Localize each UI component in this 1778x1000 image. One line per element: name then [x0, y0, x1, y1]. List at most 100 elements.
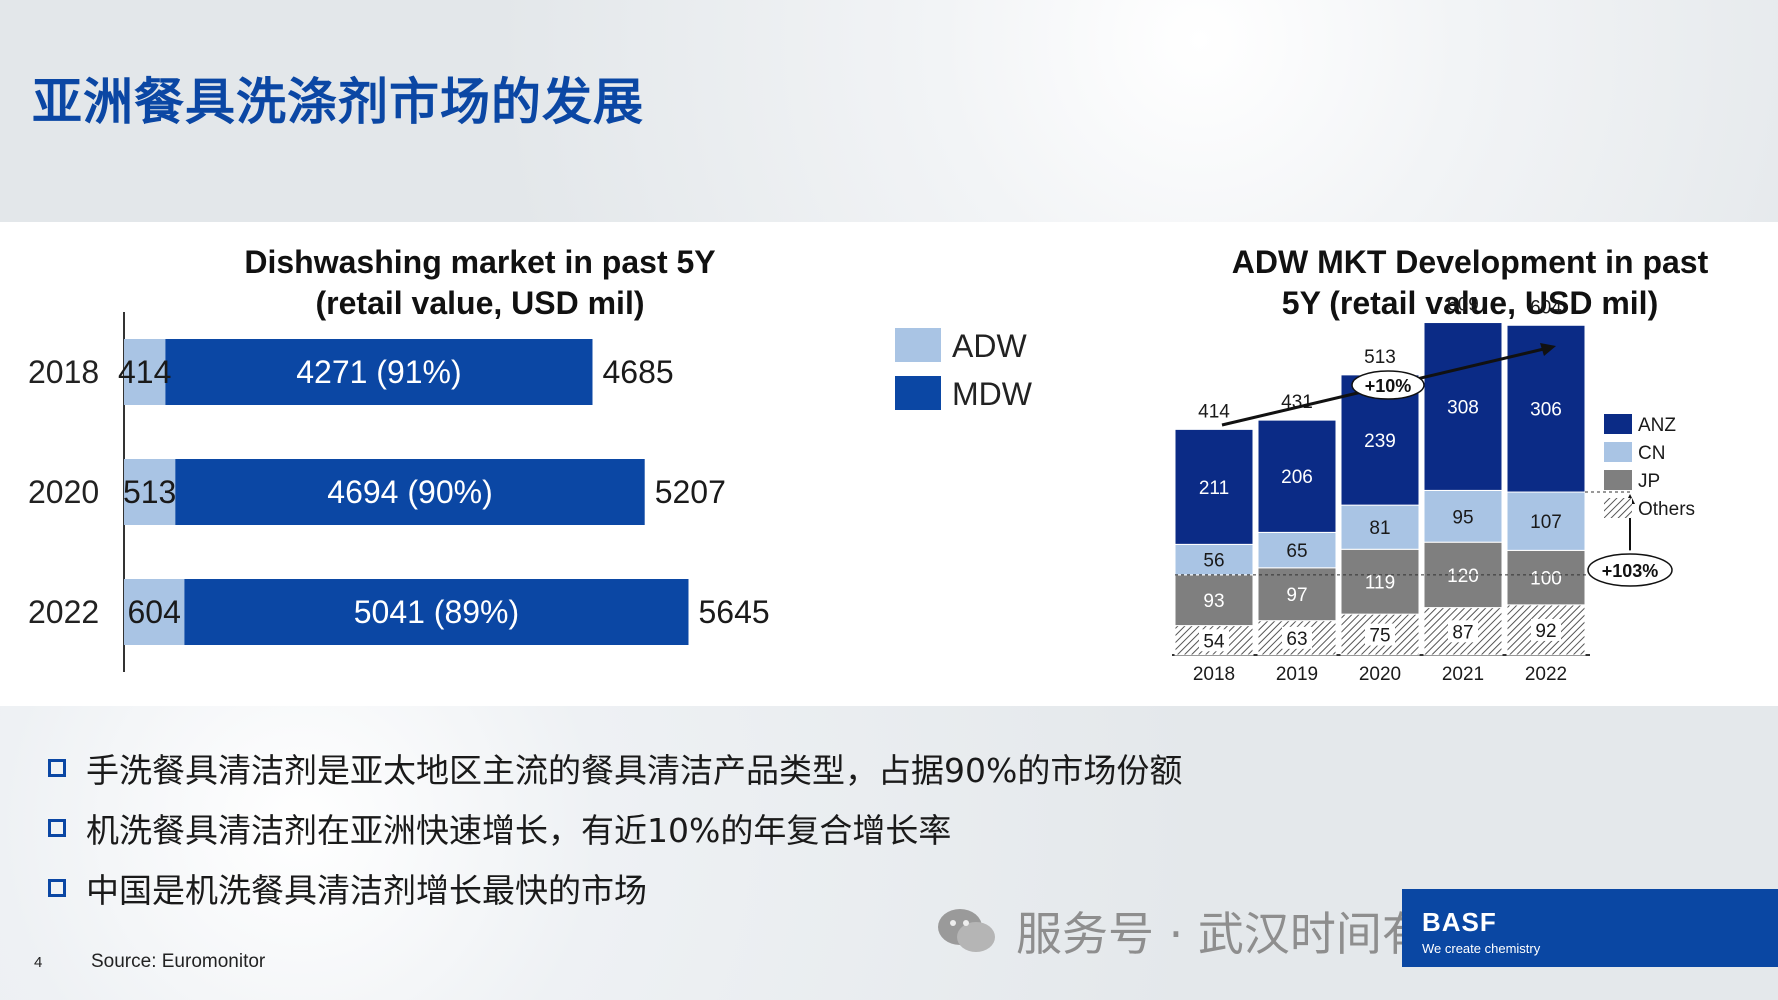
- total-growth-label: +10%: [1365, 376, 1412, 396]
- category-label: 2020: [1359, 664, 1401, 685]
- right-chart-title: ADW MKT Development in past 5Y (retail v…: [1190, 242, 1750, 324]
- left-chart-title-line-1: Dishwashing market in past 5Y: [244, 244, 716, 280]
- segment-value-label: 119: [1365, 573, 1395, 594]
- segment-jp: [1174, 574, 1254, 627]
- category-label: 2018: [28, 354, 99, 390]
- page-number: 4: [34, 954, 43, 971]
- segment-label-background: [1531, 618, 1561, 641]
- slide-title: 亚洲餐具洗涤剂市场的发展: [32, 73, 644, 131]
- segment-value-label: 63: [1286, 629, 1307, 650]
- category-label: 2020: [28, 474, 99, 510]
- logo-tagline: We create chemistry: [1422, 941, 1541, 956]
- segment-value-label: 65: [1286, 541, 1307, 562]
- total-label: 5645: [699, 594, 770, 630]
- mdw-bar: [175, 459, 645, 525]
- segment-value-label: 97: [1286, 585, 1307, 606]
- segment-value-label: 211: [1199, 478, 1229, 499]
- adw-bar: [124, 459, 176, 525]
- legend-swatch: [895, 376, 941, 410]
- segment-cn: [1506, 491, 1586, 551]
- segment-jp: [1257, 567, 1337, 622]
- legend-label: CN: [1638, 443, 1665, 464]
- category-label: 2022: [1525, 664, 1567, 685]
- segment-jp: [1340, 548, 1420, 615]
- segment-value-label: 206: [1281, 467, 1313, 488]
- category-label: 2022: [28, 594, 99, 630]
- checkbox-bullet-icon: [48, 819, 66, 837]
- segment-anz: [1257, 419, 1337, 533]
- legend-swatch: [1604, 498, 1632, 518]
- total-label: 513: [1364, 347, 1396, 368]
- mdw-value-label: 5041 (89%): [354, 594, 519, 630]
- segment-value-label: 93: [1203, 591, 1224, 612]
- segment-value-label: 87: [1452, 622, 1473, 643]
- legend-label: MDW: [952, 376, 1033, 412]
- right-chart-title-line-1: ADW MKT Development in past: [1231, 244, 1709, 280]
- legend-swatch: [1604, 470, 1632, 490]
- legend-label: ADW: [952, 328, 1027, 364]
- total-growth-bubble: [1351, 370, 1425, 400]
- bullet-text: 手洗餐具清洁剂是亚太地区主流的餐具清洁产品类型，占据90%的市场份额: [86, 751, 1183, 790]
- bullet-list: 手洗餐具清洁剂是亚太地区主流的餐具清洁产品类型，占据90%的市场份额 机洗餐具清…: [48, 738, 1182, 918]
- right-chart-title-line-2: 5Y (retail value, USD mil): [1281, 285, 1659, 321]
- wechat-icon: [936, 907, 996, 955]
- segment-value-label: 107: [1530, 512, 1562, 533]
- mdw-value-label: 4271 (91%): [296, 354, 461, 390]
- total-label: 414: [1198, 401, 1230, 422]
- total-label: 4685: [603, 354, 674, 390]
- adw-bar: [124, 339, 166, 405]
- segment-value-label: 56: [1203, 551, 1224, 572]
- total-label: 5207: [655, 474, 726, 510]
- legend-swatch: [895, 328, 941, 362]
- segment-value-label: 100: [1530, 569, 1562, 590]
- segment-value-label: 95: [1452, 507, 1473, 528]
- adw-value-label: 513: [123, 474, 176, 510]
- header-background: [0, 0, 1778, 222]
- segment-anz: [1423, 322, 1503, 491]
- segment-anz: [1174, 428, 1254, 545]
- segment-cn: [1423, 489, 1503, 543]
- mdw-bar: [165, 339, 593, 405]
- mdw-bar: [184, 579, 689, 645]
- segment-value-label: 75: [1369, 626, 1390, 647]
- segment-label-background: [1448, 620, 1478, 643]
- category-label: 2019: [1276, 664, 1318, 685]
- bullet-item: 中国是机洗餐具清洁剂增长最快的市场: [48, 858, 1182, 918]
- category-label: 2021: [1442, 664, 1484, 685]
- cn-growth-label: +103%: [1602, 561, 1659, 581]
- left-chart-title: Dishwashing market in past 5Y (retail va…: [180, 242, 780, 324]
- legend-swatch: [1604, 442, 1632, 462]
- segment-value-label: 239: [1364, 431, 1396, 452]
- segment-cn: [1340, 504, 1420, 550]
- adw-market-chart: 5493562114142018639765206431201975119812…: [1172, 295, 1695, 685]
- segment-jp: [1506, 549, 1586, 606]
- bullet-text: 机洗餐具清洁剂在亚洲快速增长，有近10%的年复合增长率: [86, 811, 952, 850]
- legend-label: ANZ: [1638, 415, 1676, 436]
- segment-cn: [1174, 543, 1254, 576]
- segment-value-label: 81: [1369, 518, 1390, 539]
- bullet-item: 机洗餐具清洁剂在亚洲快速增长，有近10%的年复合增长率: [48, 798, 1182, 858]
- legend-swatch: [1604, 414, 1632, 434]
- total-label: 604: [1530, 297, 1562, 318]
- legend-label: JP: [1638, 471, 1660, 492]
- segment-label-background: [1365, 623, 1395, 646]
- source-note: Source: Euromonitor: [91, 951, 266, 972]
- total-growth-arrowhead: [1540, 343, 1556, 356]
- segment-value-label: 306: [1530, 400, 1562, 421]
- segment-label-background: [1199, 629, 1229, 652]
- adw-bar: [124, 579, 185, 645]
- dishwashing-market-chart: 2018 414 4271 (91%) 4685 2020 513 4694 (90%) 52…: [28, 312, 1033, 672]
- checkbox-bullet-icon: [48, 759, 66, 777]
- bullet-item: 手洗餐具清洁剂是亚太地区主流的餐具清洁产品类型，占据90%的市场份额: [48, 738, 1182, 798]
- logo-name: BASF: [1422, 907, 1497, 937]
- segment-cn: [1257, 531, 1337, 569]
- checkbox-bullet-icon: [48, 879, 66, 897]
- segment-label-background: [1282, 626, 1312, 649]
- adw-value-label: 604: [128, 594, 181, 630]
- category-label: 2018: [1193, 664, 1235, 685]
- basf-logo: BASF We create chemistry: [1402, 889, 1778, 967]
- cn-growth-bubble: [1587, 553, 1673, 587]
- segment-value-label: 54: [1203, 631, 1225, 652]
- adw-value-label: 414: [118, 354, 171, 390]
- segment-value-label: 120: [1447, 566, 1479, 587]
